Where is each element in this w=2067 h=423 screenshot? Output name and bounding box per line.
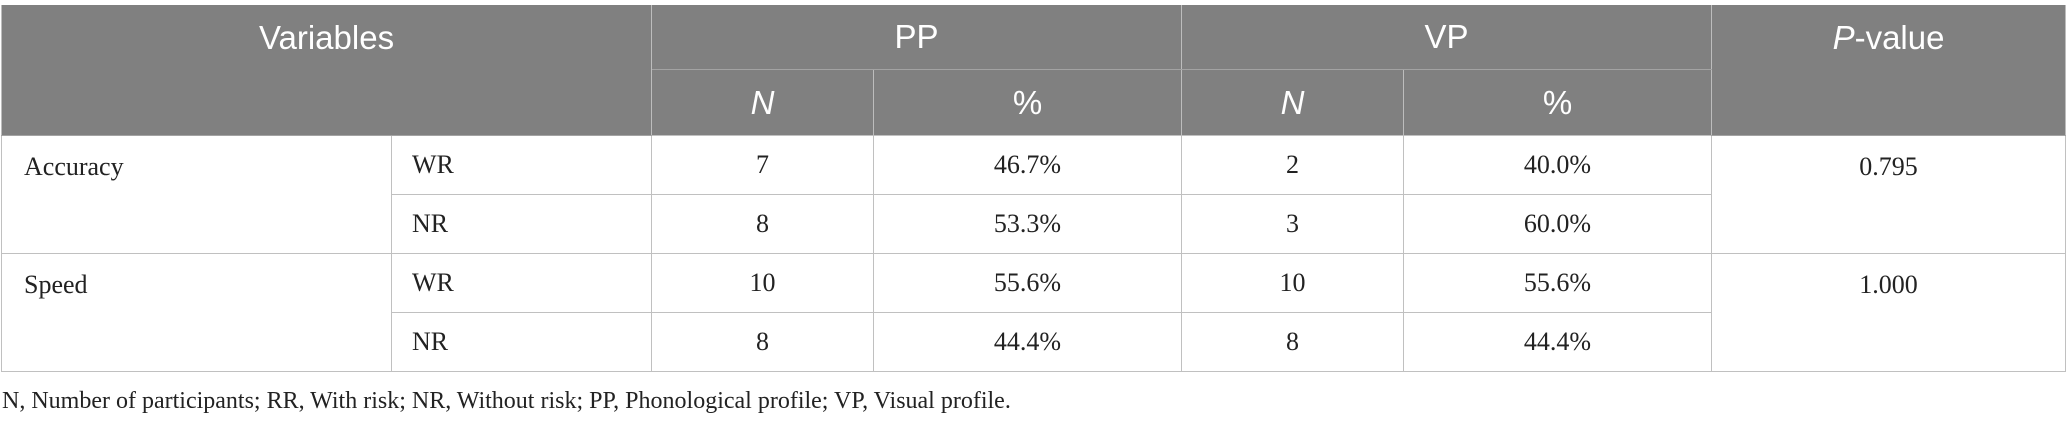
level-label: WR xyxy=(390,253,653,313)
pp-pct-cell: 44.4% xyxy=(873,312,1183,372)
vp-n-cell: 2 xyxy=(1181,135,1405,195)
vp-pct-cell: 40.0% xyxy=(1403,135,1713,195)
table-row: Speed WR 10 55.6% 10 55.6% 1.000 xyxy=(1,253,2067,372)
pvalue-cell-speed: 1.000 xyxy=(1711,253,2067,372)
header-vp-pct: % xyxy=(1403,69,1713,136)
pp-pct-cell: 55.6% xyxy=(873,253,1183,313)
level-label: NR xyxy=(390,194,653,254)
row-variable-accuracy: Accuracy xyxy=(1,135,392,254)
vp-pct-cell: 55.6% xyxy=(1403,253,1713,313)
results-table: Variables PP VP P-value N % N % Accuracy… xyxy=(0,5,2067,372)
pp-n-cell: 10 xyxy=(651,253,875,313)
pp-pct-cell: 46.7% xyxy=(873,135,1183,195)
pp-n-cell: 8 xyxy=(651,312,875,372)
pp-n-cell: 8 xyxy=(651,194,875,254)
header-pvalue-p: P xyxy=(1832,19,1855,56)
header-pp-n: N xyxy=(651,69,875,136)
header-vp-n: N xyxy=(1181,69,1405,136)
level-label: WR xyxy=(390,135,653,195)
vp-n-cell: 3 xyxy=(1181,194,1405,254)
row-variable-speed: Speed xyxy=(1,253,392,372)
pp-n-cell: 7 xyxy=(651,135,875,195)
header-pvalue-suffix: -value xyxy=(1854,19,1945,56)
level-label: NR xyxy=(390,312,653,372)
vp-pct-cell: 44.4% xyxy=(1403,312,1713,372)
header-group-vp: VP xyxy=(1181,5,1713,70)
table-row: NR 8 44.4% 8 44.4% xyxy=(2,312,2066,372)
header-pvalue: P-value xyxy=(1711,5,2067,136)
header-variables: Variables xyxy=(0,5,653,136)
table-row: NR 8 53.3% 3 60.0% xyxy=(2,194,2066,254)
header-group-pp: PP xyxy=(651,5,1183,70)
pp-pct-cell: 53.3% xyxy=(873,194,1183,254)
vp-n-cell: 10 xyxy=(1181,253,1405,313)
vp-pct-cell: 60.0% xyxy=(1403,194,1713,254)
vp-n-cell: 8 xyxy=(1181,312,1405,372)
header-pp-pct: % xyxy=(873,69,1183,136)
pvalue-cell-accuracy: 0.795 xyxy=(1711,135,2067,254)
table-row: Accuracy WR 7 46.7% 2 40.0% 0.795 xyxy=(1,135,2067,254)
table-footnote: N, Number of participants; RR, With risk… xyxy=(2,388,1011,414)
